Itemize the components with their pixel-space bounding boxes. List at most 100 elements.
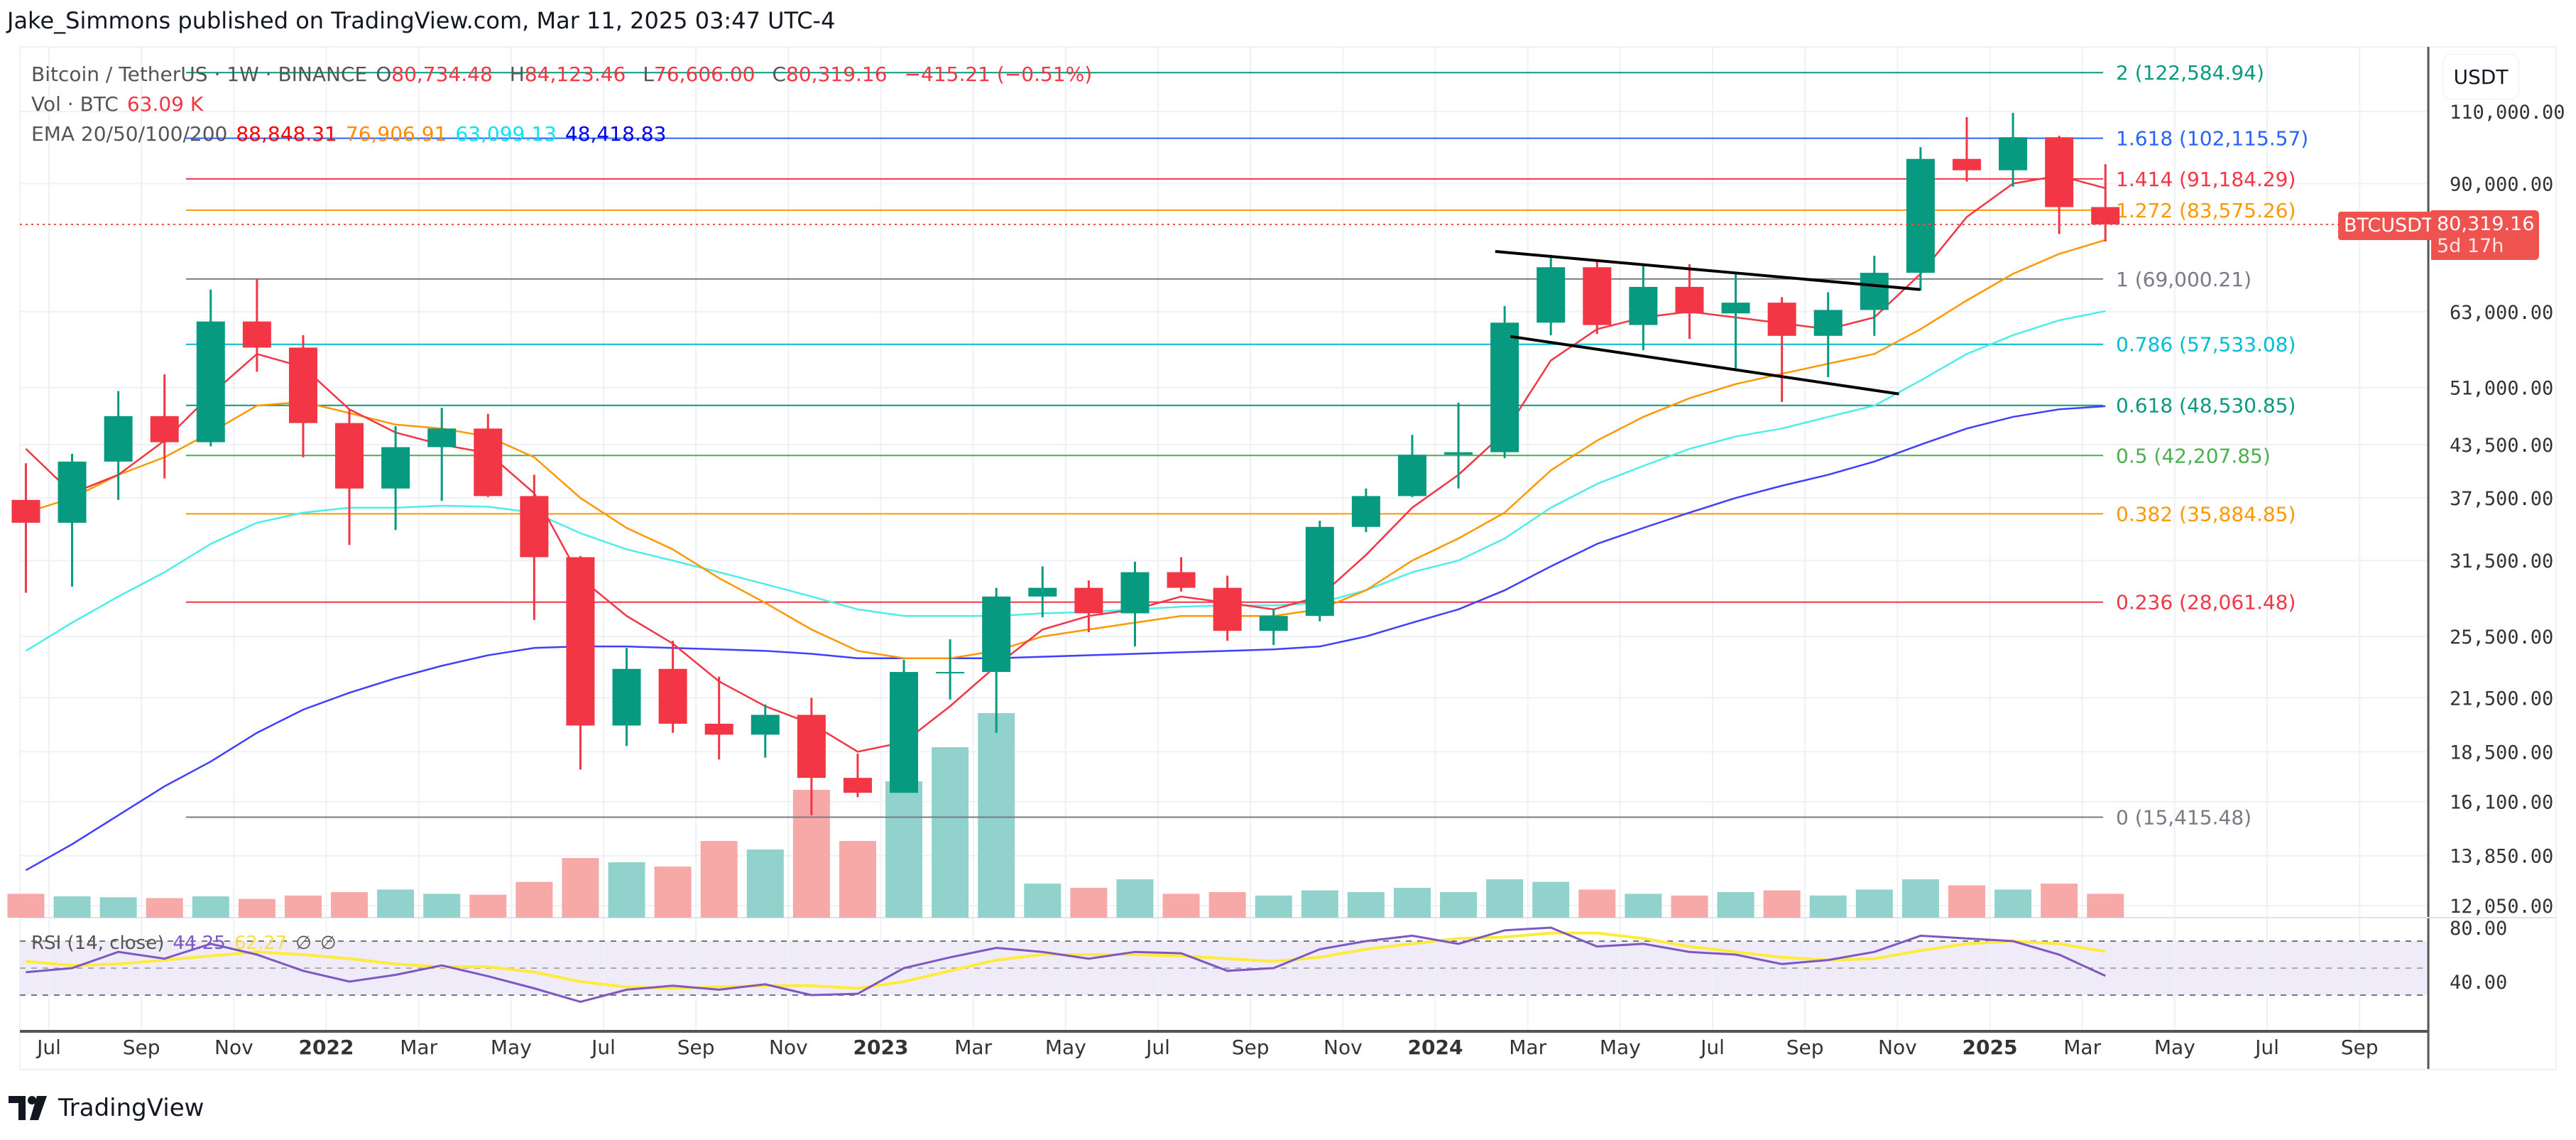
volume-bar [700, 841, 738, 918]
last-price: 80,319.16 [2437, 213, 2535, 235]
ema20-line [25, 175, 2106, 753]
candle-body [1444, 452, 1473, 455]
volume-bar [469, 894, 507, 918]
candle-body [1167, 572, 1196, 588]
time-tick-label: 2023 [853, 1036, 909, 1059]
time-tick-label: Nov [769, 1036, 808, 1059]
fib-level-label: 1 (69,000.21) [2116, 268, 2252, 291]
volume-bar [99, 897, 137, 918]
candle-body [612, 668, 641, 726]
volume-bar [978, 713, 1015, 918]
candle-body [1028, 587, 1057, 597]
time-tick-label: Sep [2341, 1036, 2379, 1059]
volume-bar [1532, 881, 1570, 918]
ema100-value: 63,099.13 [455, 122, 557, 146]
time-tick-label: Jul [1699, 1036, 1725, 1059]
volume-bar [1625, 894, 1662, 918]
time-tick-label: Mar [400, 1036, 437, 1059]
ema50-value: 76,906.91 [345, 122, 447, 146]
volume-bar [1901, 879, 1939, 918]
price-tick-label: 16,100.00 [2450, 792, 2553, 814]
time-tick-label: Jul [36, 1036, 61, 1059]
time-tick-label: Mar [954, 1036, 992, 1059]
ema-label[interactable]: EMA 20/50/100/200 [31, 122, 228, 146]
candle-body [104, 416, 133, 462]
ema-legend: EMA 20/50/100/200 88,848.31 76,906.91 63,09… [31, 122, 675, 146]
candle-body [288, 347, 317, 423]
ohlc-open: O80,734.48 [376, 63, 493, 86]
candle-body [1259, 616, 1288, 631]
time-tick-label: Nov [1324, 1036, 1363, 1059]
price-tick-label: 13,850.00 [2450, 846, 2553, 868]
candle-body [1767, 303, 1796, 336]
candle-body [1583, 267, 1612, 325]
tradingview-logo-icon [9, 1096, 47, 1120]
fib-level-label: 0.618 (48,530.85) [2116, 394, 2296, 418]
tradingview-logo[interactable]: TradingView [9, 1094, 204, 1122]
candle-body [58, 461, 87, 523]
volume-bar [284, 895, 322, 918]
volume-bar [238, 899, 275, 918]
volume-bar [1763, 890, 1801, 918]
candle-body [982, 596, 1011, 673]
candle-body [474, 428, 503, 496]
rsi-tick-label: 40.00 [2450, 972, 2507, 994]
volume-bar [423, 894, 461, 918]
volume-bar [1393, 888, 1431, 918]
rsi-value: 44.25 [173, 933, 226, 954]
price-tick-label: 63,000.00 [2450, 302, 2553, 324]
candle-body [1351, 496, 1380, 527]
candle-body [1120, 572, 1150, 614]
candle-body [1629, 286, 1658, 325]
currency-button[interactable]: USDT [2443, 54, 2519, 99]
candle-body [797, 715, 826, 778]
symbol-name[interactable]: Bitcoin / TetherUS · 1W · BINANCE [31, 63, 368, 86]
candle-body [890, 672, 919, 793]
fib-level-label: 0.236 (28,061.48) [2116, 591, 2296, 614]
time-tick-label: 2025 [1963, 1036, 2018, 1059]
volume-bar [1948, 885, 1985, 918]
price-tick-label: 51,000.00 [2450, 378, 2553, 400]
time-tick-label: May [1045, 1036, 1086, 1059]
candle-body [566, 557, 595, 726]
time-tick-label: Sep [123, 1036, 160, 1059]
time-tick-label: Mar [2063, 1036, 2101, 1059]
time-tick-label: May [2154, 1036, 2195, 1059]
volume-bar [377, 889, 415, 918]
volume-bar [192, 896, 229, 918]
volume-bar [1162, 894, 1200, 918]
candle-body [427, 428, 457, 447]
candle-body [1537, 267, 1566, 323]
price-tick-label: 21,500.00 [2450, 688, 2553, 710]
volume-bar [562, 858, 599, 918]
candle-body [1397, 455, 1426, 496]
fib-level-label: 0.5 (42,207.85) [2116, 444, 2271, 467]
volume-bar [1255, 895, 1292, 918]
fib-level-label: 1.618 (102,115.57) [2116, 127, 2308, 151]
time-tick-label: 2022 [299, 1036, 354, 1059]
time-tick-label: Jul [590, 1036, 616, 1059]
candle-body [1952, 158, 1981, 170]
price-tick-label: 12,050.00 [2450, 896, 2553, 918]
candle-body [335, 423, 364, 489]
price-tick-label: 18,500.00 [2450, 742, 2553, 764]
volume-label[interactable]: Vol · BTC [31, 92, 119, 116]
candle-body [843, 778, 872, 793]
candle-body [2091, 207, 2120, 224]
bar-countdown: 5d 17h [2437, 235, 2504, 257]
volume-legend: Vol · BTC 63.09 K [31, 92, 212, 116]
candle-body [1074, 587, 1103, 614]
fib-level-label: 2 (122,584.94) [2116, 61, 2264, 85]
ema20-value: 88,848.31 [236, 122, 337, 146]
volume-bar [331, 892, 369, 918]
time-tick-label: Jul [1145, 1036, 1170, 1059]
rsi-label[interactable]: RSI (14, close) [31, 933, 165, 954]
volume-bar [146, 898, 183, 918]
candle-body [242, 321, 271, 348]
symbol-legend: Bitcoin / TetherUS · 1W · BINANCE O80,734… [31, 63, 1101, 86]
volume-bar [1208, 892, 1246, 918]
rsi-tick-label: 80.00 [2450, 918, 2507, 940]
trendline [1510, 335, 1899, 396]
rsi-ma-value: 62.27 [234, 933, 288, 954]
